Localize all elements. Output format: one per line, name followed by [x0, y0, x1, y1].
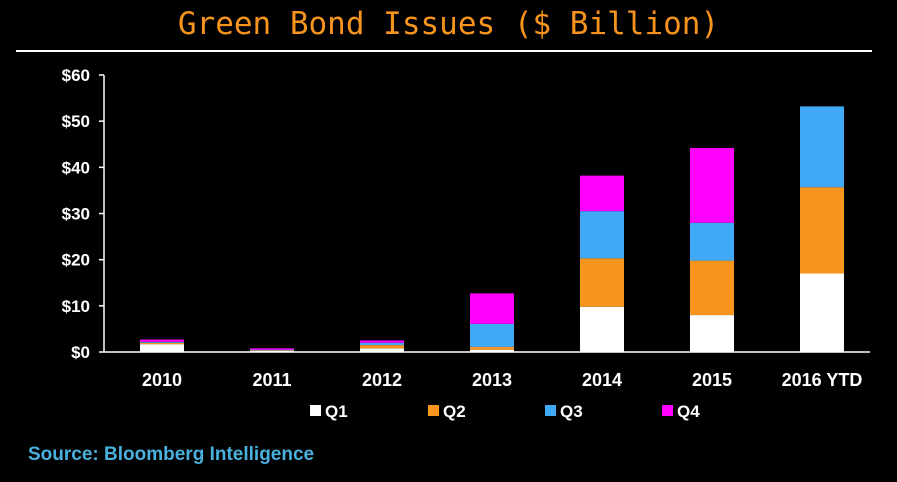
- bar-2010-q1: [140, 344, 184, 352]
- y-tick-label: $0: [71, 343, 90, 362]
- legend-swatch: [428, 405, 439, 416]
- bar-2013-q3: [470, 323, 514, 347]
- legend-label: Q3: [560, 402, 583, 421]
- y-tick-label: $20: [62, 251, 90, 270]
- legend-swatch: [545, 405, 556, 416]
- x-tick-label: 2010: [142, 370, 182, 390]
- legend-item-q1: Q1: [310, 402, 348, 421]
- legend-label: Q2: [443, 402, 466, 421]
- bar-2014-q1: [580, 306, 624, 352]
- bar-2010-q3: [140, 341, 184, 343]
- y-axis-labels: $0 $10 $20 $30 $40 $50 $60: [62, 66, 90, 362]
- bar-2012-q3: [360, 342, 404, 346]
- x-tick-label: 2013: [472, 370, 512, 390]
- bar-2013-q2: [470, 346, 514, 350]
- y-tick-label: $60: [62, 66, 90, 85]
- legend-item-q3: Q3: [545, 402, 583, 421]
- bar-2013-q1: [470, 349, 514, 352]
- chart-legend: Q1 Q2 Q3 Q4: [310, 402, 700, 421]
- title-divider: [16, 50, 872, 52]
- bar-2012-q2: [360, 345, 404, 349]
- x-tick-label: 2012: [362, 370, 402, 390]
- x-tick-label: 2014: [582, 370, 622, 390]
- chart-title: Green Bond Issues ($ Billion): [177, 6, 720, 42]
- bar-2011-q3: [250, 349, 294, 351]
- bar-2014-q3: [580, 211, 624, 259]
- legend-item-q4: Q4: [662, 402, 700, 421]
- bar-2011-q2: [250, 350, 294, 351]
- source-note: Source: Bloomberg Intelligence: [28, 444, 315, 465]
- bar-2014-q2: [580, 258, 624, 307]
- legend-label: Q1: [325, 402, 348, 421]
- bar-2016-ytd-q1: [800, 273, 844, 352]
- y-tick-label: $50: [62, 112, 90, 131]
- bar-2016-ytd-q2: [800, 187, 844, 274]
- legend-swatch: [310, 405, 321, 416]
- bar-2015-q4: [690, 147, 734, 223]
- bar-2015-q1: [690, 315, 734, 352]
- bar-2015-q2: [690, 260, 734, 316]
- x-axis-labels: 2010 2011 2012 2013 2014 2015 2016 YTD: [142, 370, 862, 390]
- y-tick-label: $10: [62, 297, 90, 316]
- bar-2012-q1: [360, 348, 404, 352]
- bar-2010-q4: [140, 339, 184, 342]
- x-tick-label: 2016 YTD: [782, 370, 863, 390]
- bar-2013-q4: [470, 293, 514, 324]
- bar-2015-q3: [690, 222, 734, 261]
- bar-2011-q4: [250, 348, 294, 350]
- y-tick-label: $30: [62, 205, 90, 224]
- legend-item-q2: Q2: [428, 402, 466, 421]
- bar-2012-q4: [360, 340, 404, 343]
- bar-2014-q4: [580, 175, 624, 212]
- bar-2011-q1: [250, 350, 294, 352]
- legend-swatch: [662, 405, 673, 416]
- chart-bars: [140, 106, 844, 352]
- stacked-bar-chart: 2010 2011 2012 2013 2014 2015 2016 YTD $0 $10 $2…: [62, 66, 870, 421]
- legend-label: Q4: [677, 402, 700, 421]
- x-tick-label: 2011: [252, 370, 291, 390]
- bar-2010-q2: [140, 342, 184, 345]
- bar-2016-ytd-q3: [800, 106, 844, 188]
- y-tick-label: $40: [62, 158, 90, 177]
- x-tick-label: 2015: [692, 370, 732, 390]
